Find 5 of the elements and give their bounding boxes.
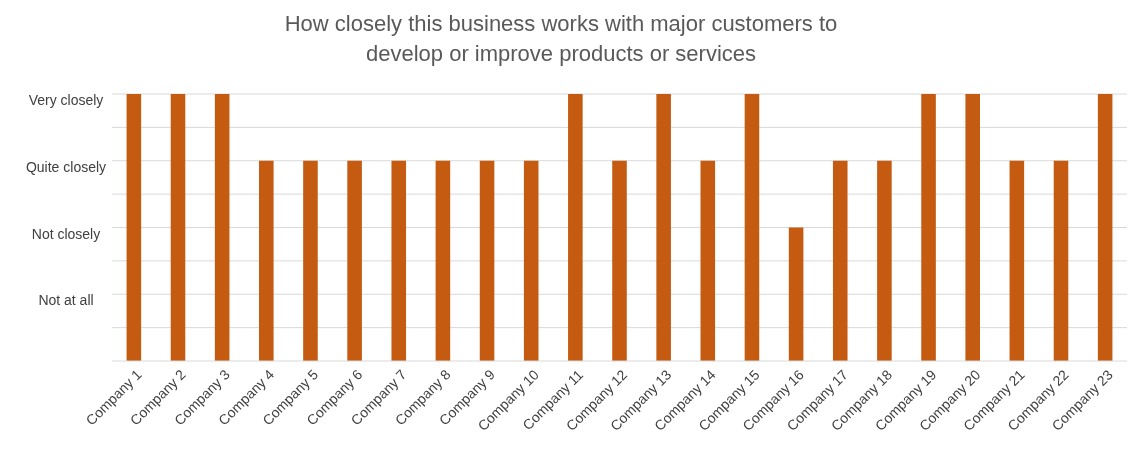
ref-line-label: Not at all — [38, 291, 94, 308]
ref-line-label: Very closely — [28, 91, 104, 108]
ref-line-label: Quite closely — [25, 158, 107, 175]
ref-line-label: Not closely — [31, 225, 101, 242]
chart-title: How closely this business works with major customers to develop or improve products or services — [284, 11, 838, 66]
